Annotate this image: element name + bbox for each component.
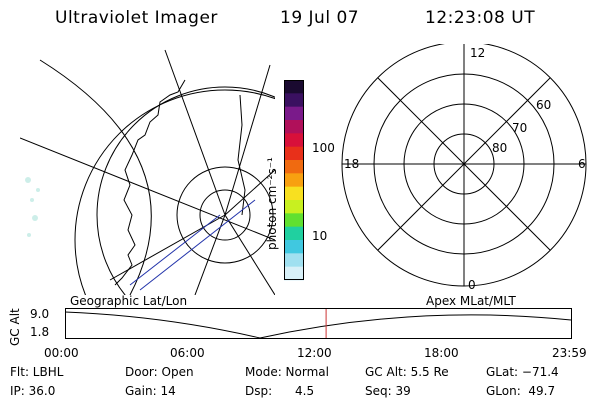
colorbar-unit-label: photon cm⁻²s⁻¹ <box>265 157 279 250</box>
mode-status: Mode: Normal <box>245 365 329 379</box>
colorbar-swatch <box>284 266 304 281</box>
colorbar-swatch <box>284 186 304 201</box>
lat-label-80: 80 <box>492 141 508 155</box>
timeline-ytick-high: 9.0 <box>30 307 50 321</box>
colorbar-swatch <box>284 253 304 268</box>
colorbar-swatch <box>284 240 304 254</box>
colorbar-swatch <box>284 120 304 134</box>
lat-label-60: 60 <box>536 98 552 112</box>
timeline-xtick-0600: 06:00 <box>170 346 205 360</box>
instrument-title: Ultraviolet Imager <box>55 8 218 28</box>
lat-label-70: 70 <box>512 121 528 135</box>
colorbar-swatch <box>284 226 304 241</box>
colorbar-swatch <box>284 200 304 214</box>
timeline-ylabel: GC Alt <box>8 308 22 346</box>
colorbar-tick-10: 10 <box>312 229 328 243</box>
colorbar-swatch <box>284 80 304 94</box>
filter-status: Flt: LBHL <box>10 365 64 379</box>
colorbar-tick-100: 100 <box>312 141 335 155</box>
ip-status: IP: 36.0 <box>10 384 56 398</box>
mlt-label-18: 18 <box>344 157 360 171</box>
polar-panel-label: Apex MLat/MLT <box>426 294 516 308</box>
gain-status: Gain: 14 <box>125 384 176 398</box>
colorbar-swatch <box>284 160 304 174</box>
colorbar-swatch <box>284 213 304 228</box>
timeline-ytick-low: 1.8 <box>30 325 50 339</box>
timeline-xtick-1800: 18:00 <box>424 346 459 360</box>
colorbar-swatch <box>284 173 304 188</box>
colorbar-swatch <box>284 106 304 121</box>
dsp-status: Dsp: 4.5 <box>245 384 315 398</box>
date-label: 19 Jul 07 <box>280 8 360 28</box>
polar-plot <box>341 44 587 287</box>
door-status: Door: Open <box>125 365 194 379</box>
timeline-xtick-0000: 00:00 <box>44 346 79 360</box>
glat-status: GLat: −71.4 <box>486 365 559 379</box>
timeline-xtick-1200: 12:00 <box>297 346 332 360</box>
glon-status: GLon: 49.7 <box>486 384 556 398</box>
gc-alt-status: GC Alt: 5.5 Re <box>365 365 449 379</box>
colorbar <box>284 80 304 281</box>
timeline-xtick-2359: 23:59 <box>552 346 587 360</box>
seq-status: Seq: 39 <box>365 384 411 398</box>
geo-panel-label: Geographic Lat/Lon <box>70 294 188 308</box>
time-label: 12:23:08 UT <box>425 8 536 28</box>
colorbar-swatch <box>284 146 304 161</box>
geographic-map <box>20 49 275 295</box>
mlt-label-0: 0 <box>468 278 476 292</box>
mlt-label-6: 6 <box>578 157 586 171</box>
mlt-label-12: 12 <box>470 46 486 60</box>
colorbar-swatch <box>284 93 304 108</box>
timeline-plot <box>65 308 572 339</box>
colorbar-swatch <box>284 133 304 148</box>
